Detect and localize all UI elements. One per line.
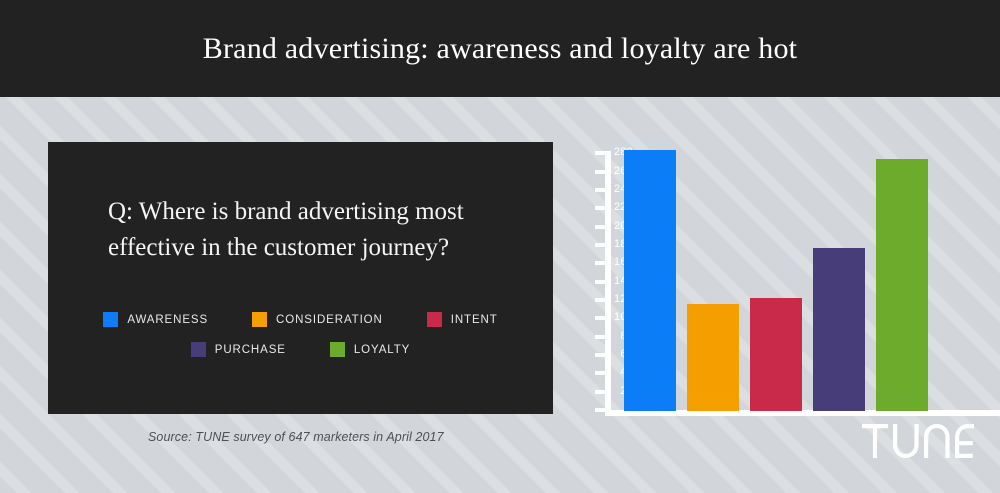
y-axis-tick-label: 260 [593, 165, 633, 177]
legend-item-purchase[interactable]: PURCHASE [190, 342, 286, 357]
bar-intent[interactable] [750, 298, 802, 411]
y-axis-tick-label: 140 [593, 275, 633, 287]
y-axis-tick [595, 242, 611, 247]
legend-row: AWARENESS CONSIDERATION INTENT [48, 312, 553, 327]
bar-purchase[interactable] [813, 247, 865, 411]
legend-swatch-consideration [252, 312, 268, 327]
legend-label: INTENT [450, 313, 498, 326]
question-text: Q: Where is brand advertising most effec… [108, 198, 464, 261]
source-note: Source: TUNE survey of 647 marketers in … [148, 430, 444, 444]
y-axis-tick-label: 160 [593, 257, 633, 268]
y-axis-tick-label: 100 [593, 312, 633, 323]
y-axis-tick-label: 180 [593, 238, 633, 250]
legend-item-awareness[interactable]: AWARENESS [103, 312, 208, 327]
bar-awareness[interactable] [624, 149, 676, 411]
y-axis-line [605, 154, 611, 416]
legend-label: PURCHASE [214, 343, 286, 356]
legend-label: LOYALTY [353, 343, 411, 356]
legend-swatch-awareness [103, 312, 119, 327]
legend-label: AWARENESS [127, 313, 209, 326]
y-axis-tick [595, 334, 611, 339]
y-axis-tick [595, 352, 611, 357]
plot-area [617, 145, 995, 411]
legend-swatch-purchase [190, 342, 206, 357]
y-axis-tick [595, 389, 611, 394]
tune-logo [862, 424, 974, 458]
y-axis-tick [595, 371, 611, 376]
y-axis-tick [595, 408, 611, 412]
y-axis-tick-label: 120 [593, 293, 633, 305]
bar-series [617, 145, 995, 411]
legend-item-intent[interactable]: INTENT [426, 312, 498, 327]
y-axis-tick [595, 187, 611, 192]
y-axis-tick-label: 220 [593, 202, 633, 213]
y-axis-tick [595, 297, 611, 302]
chart-legend: AWARENESS CONSIDERATION INTENT PURCHASE LOYA… [48, 312, 553, 372]
y-axis-tick [595, 279, 611, 284]
y-axis-tick [595, 151, 611, 156]
legend-swatch-intent [426, 312, 442, 327]
legend-swatch-loyalty [329, 342, 345, 357]
header-band: Brand advertising: awareness and loyalty… [0, 0, 1000, 97]
legend-item-loyalty[interactable]: LOYALTY [329, 342, 411, 357]
page-title: Brand advertising: awareness and loyalty… [202, 31, 798, 65]
y-axis-tick [595, 169, 611, 174]
y-axis-tick [595, 206, 611, 211]
y-axis-tick-label: 240 [593, 183, 633, 195]
y-axis-tick-label: 200 [593, 220, 633, 232]
legend-item-consideration[interactable]: CONSIDERATION [252, 312, 383, 327]
y-axis-tick [595, 261, 611, 266]
bar-chart: 020406080100120140160180200220240260280 [575, 145, 1000, 425]
y-axis-tick-label: 280 [593, 147, 633, 158]
legend-label: CONSIDERATION [276, 313, 383, 326]
x-axis-line [605, 410, 1000, 416]
bar-loyalty[interactable] [876, 158, 928, 411]
legend-row: PURCHASE LOYALTY [48, 342, 553, 357]
question-panel: Q: Where is brand advertising most effec… [48, 142, 553, 414]
bar-consideration[interactable] [687, 303, 739, 411]
y-axis-tick [595, 224, 611, 229]
y-axis-tick [595, 316, 611, 321]
